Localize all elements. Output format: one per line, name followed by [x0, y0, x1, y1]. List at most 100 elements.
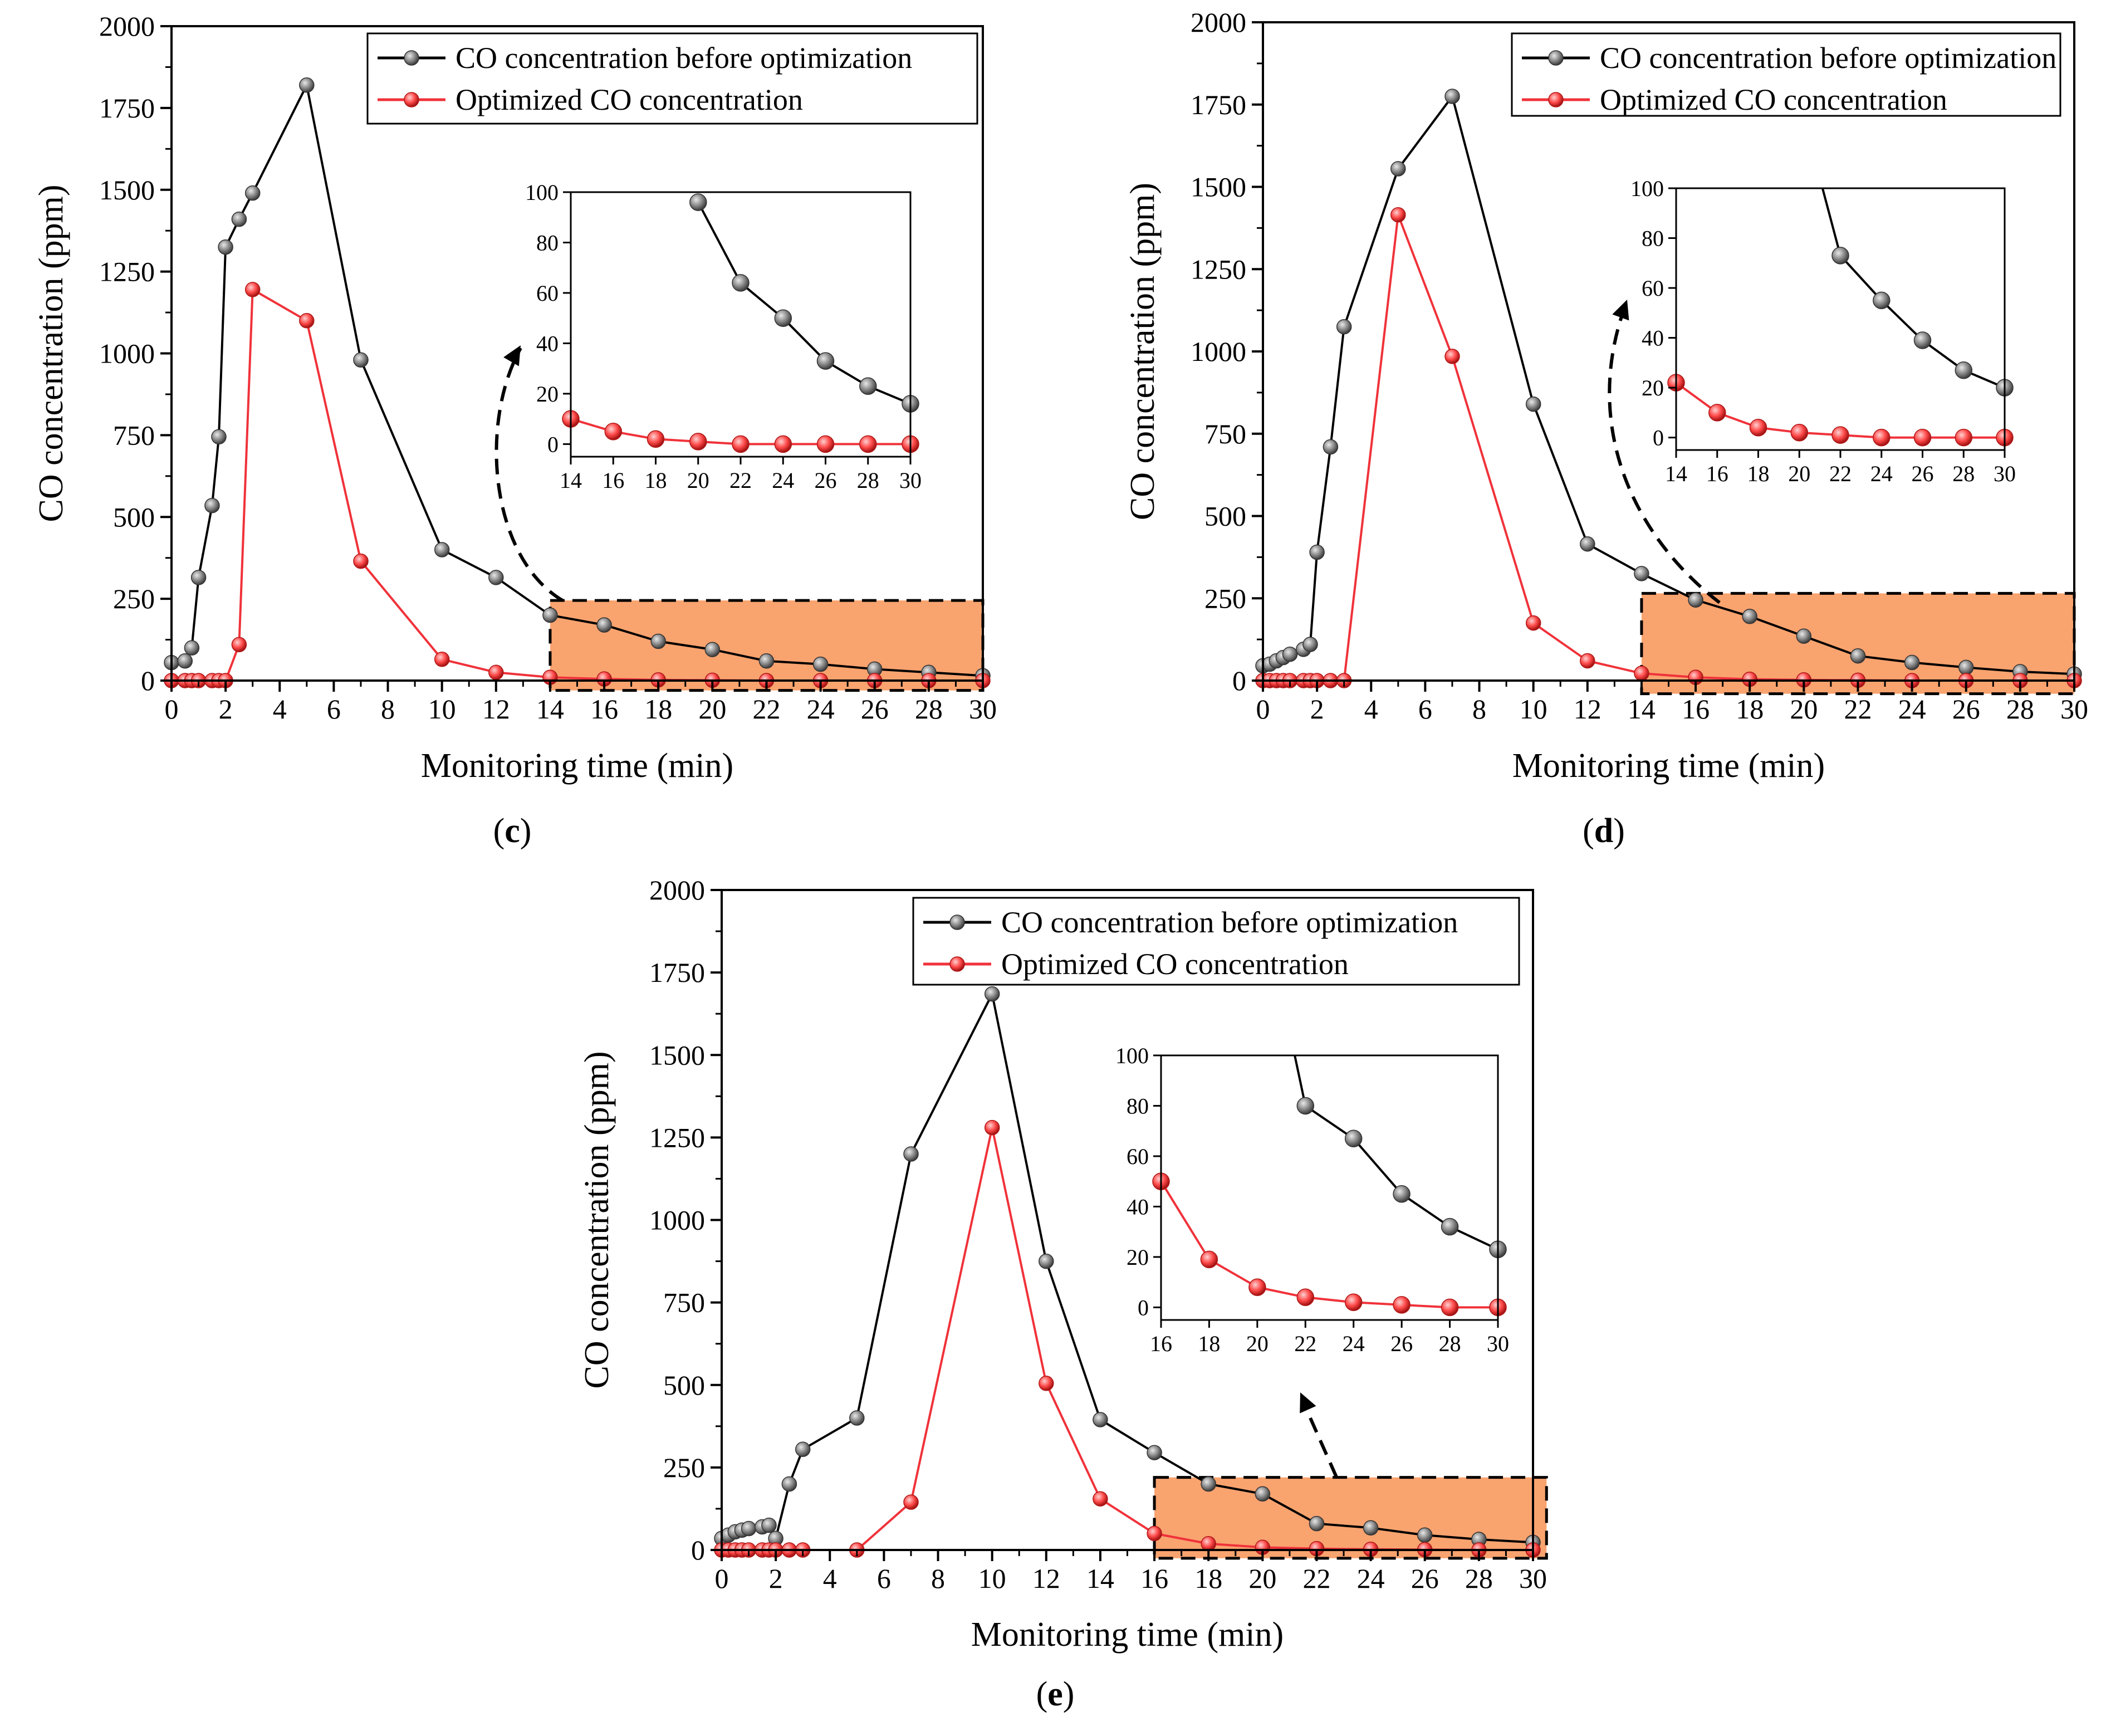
y-tick-label: 0 — [691, 1534, 705, 1566]
inset-x-tick-label: 20 — [1788, 461, 1810, 486]
marker-before-optimization — [732, 274, 750, 292]
x-tick-label: 22 — [1844, 693, 1872, 725]
marker-before-optimization — [1873, 291, 1891, 310]
caption-letter: d — [1594, 812, 1613, 850]
marker-before-optimization — [984, 986, 1000, 1002]
inset-frame — [1160, 1054, 1499, 1321]
y-tick-label: 2000 — [649, 874, 705, 906]
marker-optimized — [1393, 1296, 1411, 1314]
y-axis-label: CO concentration (ppm) — [32, 184, 70, 522]
y-tick-label: 1500 — [649, 1039, 705, 1070]
caption-paren-close: ) — [1613, 812, 1625, 850]
marker-before-optimization — [1742, 609, 1757, 624]
inset-y-tick-label: 60 — [536, 281, 559, 306]
legend-marker — [949, 956, 965, 972]
marker-before-optimization — [1302, 637, 1318, 652]
legend-marker — [949, 915, 965, 930]
marker-before-optimization — [1282, 646, 1298, 662]
marker-optimized — [1634, 666, 1649, 681]
x-tick-label: 6 — [877, 1563, 891, 1594]
inset-x-tick-label: 24 — [772, 468, 794, 493]
inset-x-tick-label: 16 — [602, 468, 624, 493]
x-tick-label: 30 — [969, 693, 997, 725]
marker-optimized — [689, 433, 707, 451]
x-tick-label: 0 — [165, 693, 179, 725]
inset-x-tick-label: 28 — [1439, 1331, 1461, 1356]
marker-before-optimization — [1390, 161, 1406, 177]
caption-paren-open: ( — [493, 812, 505, 850]
marker-before-optimization — [1393, 1185, 1411, 1203]
marker-before-optimization — [1850, 648, 1866, 664]
marker-before-optimization — [211, 429, 227, 445]
marker-before-optimization — [741, 1520, 757, 1537]
inset-x-tick-label: 26 — [1390, 1331, 1413, 1356]
marker-optimized — [1296, 1288, 1315, 1307]
x-tick-label: 26 — [1411, 1563, 1439, 1594]
series-before-optimization — [1294, 1055, 1507, 1259]
x-tick-label: 2 — [1310, 693, 1324, 725]
inset-x-tick-label: 28 — [857, 468, 879, 493]
x-tick-label: 14 — [1086, 1563, 1114, 1594]
line-before-optimization — [1294, 1055, 1498, 1251]
inset-y-tick-label: 40 — [536, 331, 559, 356]
marker-optimized — [299, 313, 315, 329]
x-tick-label: 10 — [1520, 693, 1547, 725]
marker-before-optimization — [488, 570, 504, 585]
inset-y-tick-label: 80 — [536, 230, 559, 255]
x-tick-label: 12 — [482, 693, 510, 725]
legend: CO concentration before optimization Opti… — [366, 32, 978, 125]
marker-before-optimization — [1958, 659, 1974, 676]
x-tick-label: 20 — [698, 693, 726, 725]
inset-x-tick-label: 26 — [1912, 461, 1934, 486]
caption-paren-open: ( — [1036, 1675, 1048, 1713]
inset-y-tick-label: 0 — [1653, 426, 1664, 451]
marker-optimized — [1873, 428, 1891, 447]
legend-label: CO concentration before optimization — [1001, 906, 1458, 939]
legend-label: Optimized CO concentration — [1001, 947, 1349, 981]
marker-optimized — [1525, 615, 1541, 631]
inset-x-tick-label: 30 — [1994, 461, 2016, 486]
inset-x-tick-label: 14 — [1665, 461, 1687, 486]
y-tick-label: 1500 — [99, 174, 155, 206]
x-tick-label: 4 — [273, 693, 287, 725]
x-tick-label: 28 — [1465, 1563, 1493, 1594]
marker-optimized — [647, 430, 665, 448]
marker-before-optimization — [1336, 319, 1352, 335]
x-axis-label: Monitoring time (min) — [1512, 747, 1825, 785]
inset-x-tick-label: 20 — [687, 468, 709, 493]
marker-optimized — [1749, 418, 1767, 437]
caption-paren-close: ) — [520, 812, 532, 850]
zoom-arrow-head — [503, 345, 521, 366]
y-tick-label: 0 — [1232, 665, 1246, 696]
x-tick-label: 6 — [327, 693, 341, 725]
marker-before-optimization — [774, 309, 792, 327]
marker-before-optimization — [1417, 1527, 1433, 1543]
zoom-arrow — [494, 347, 564, 602]
inset-y-tick-label: 20 — [1127, 1245, 1149, 1270]
marker-optimized — [1147, 1525, 1162, 1542]
panel-caption: (c) — [493, 812, 532, 850]
marker-before-optimization — [244, 185, 261, 201]
caption-paren-open: ( — [1583, 812, 1594, 850]
marker-before-optimization — [231, 211, 247, 227]
inset-y-tick-label: 100 — [1115, 1043, 1149, 1068]
marker-before-optimization — [1955, 361, 1973, 379]
inset-x-tick-label: 16 — [1150, 1331, 1172, 1356]
inset-chart: 14 16 18 20 22 24 26 28 30 0 20 40 60 80 100 — [1630, 176, 2016, 486]
marker-optimized — [488, 664, 504, 681]
x-tick-label: 4 — [1364, 693, 1378, 725]
marker-before-optimization — [1147, 1445, 1162, 1460]
x-tick-label: 22 — [752, 693, 780, 725]
marker-optimized — [231, 637, 247, 653]
inset-x-tick-label: 14 — [560, 468, 582, 493]
marker-before-optimization — [1323, 439, 1339, 455]
inset-background — [1676, 188, 2005, 450]
marker-before-optimization — [1039, 1253, 1054, 1269]
inset-x-tick-label: 22 — [1829, 461, 1852, 486]
marker-optimized — [859, 435, 877, 453]
y-tick-label: 0 — [141, 665, 155, 696]
marker-before-optimization — [1796, 628, 1812, 644]
y-tick-label: 1000 — [99, 338, 155, 369]
y-tick-label: 1750 — [99, 92, 155, 124]
inset-x-tick-label: 24 — [1343, 1331, 1365, 1356]
